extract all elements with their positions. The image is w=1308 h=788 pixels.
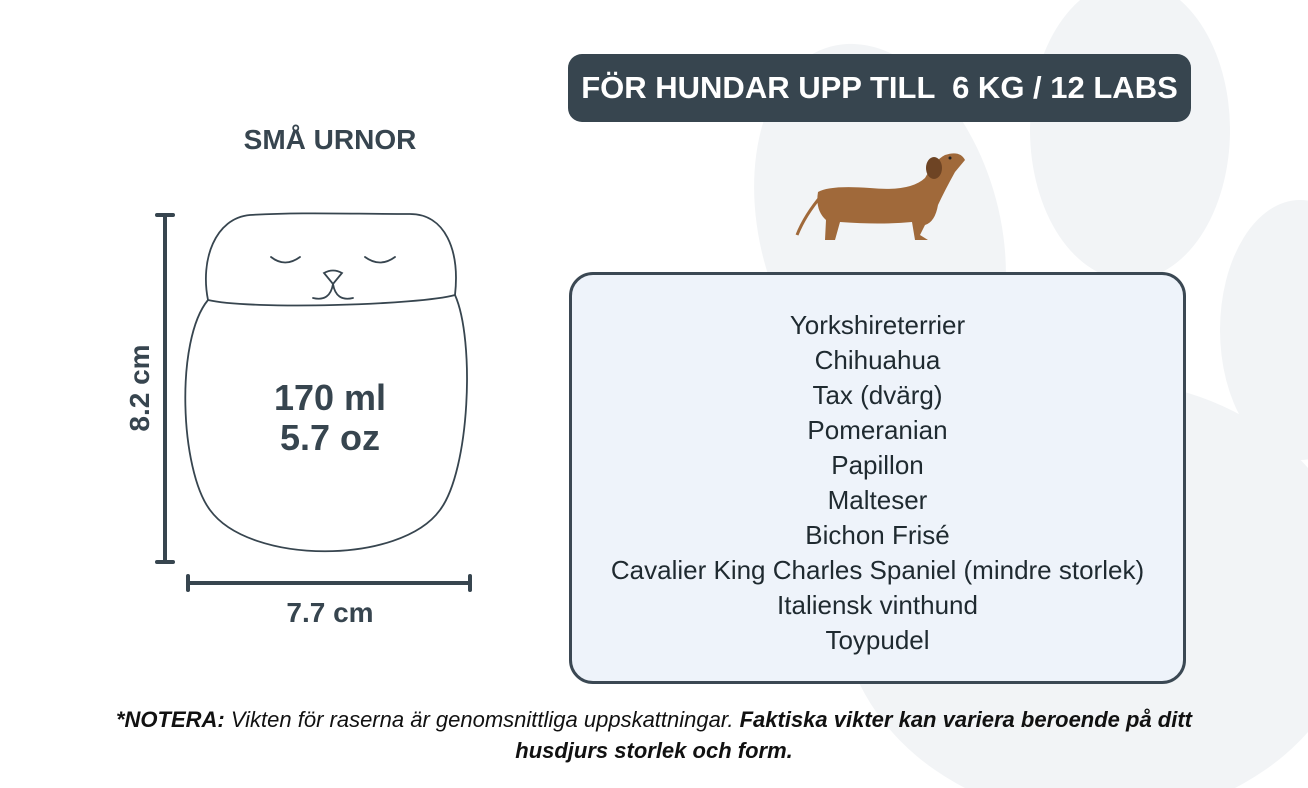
breed-item: Malteser (827, 485, 928, 515)
breed-item: Cavalier King Charles Spaniel (mindre st… (610, 555, 1145, 585)
breed-item: Chihuahua (814, 345, 941, 375)
cat-urn-icon (155, 212, 472, 592)
note-text: Vikten för raserna är genomsnittliga upp… (224, 707, 740, 732)
height-dimension: 8.2 cm (124, 344, 155, 432)
breed-item: Italiensk vinthund (777, 590, 978, 620)
note-emphasis: Faktiska vikter kan variera beroende på … (515, 707, 1193, 763)
breed-item: Papillon (831, 450, 924, 480)
volume-label: 170 ml 5.7 oz (210, 378, 450, 458)
volume-ml: 170 ml (273, 377, 387, 418)
volume-oz: 5.7 oz (279, 417, 381, 458)
section-title: SMÅ URNOR (243, 124, 417, 155)
breed-item: Toypudel (825, 625, 930, 655)
breed-item: Pomeranian (807, 415, 948, 445)
breed-list: Yorkshireterrier Chihuahua Tax (dvärg) P… (569, 272, 1186, 684)
breed-item: Tax (dvärg) (812, 380, 943, 410)
weight-limit-banner: FÖR HUNDAR UPP TILL 6 KG / 12 LABS (568, 54, 1191, 122)
disclaimer-note: *NOTERA: Vikten för raserna är genomsnit… (100, 704, 1208, 766)
note-label: *NOTERA: (115, 707, 225, 732)
breed-item: Yorkshireterrier (789, 310, 966, 340)
dachshund-icon (795, 153, 965, 240)
width-dimension: 7.7 cm (286, 597, 374, 628)
breed-item: Bichon Frisé (805, 520, 950, 550)
